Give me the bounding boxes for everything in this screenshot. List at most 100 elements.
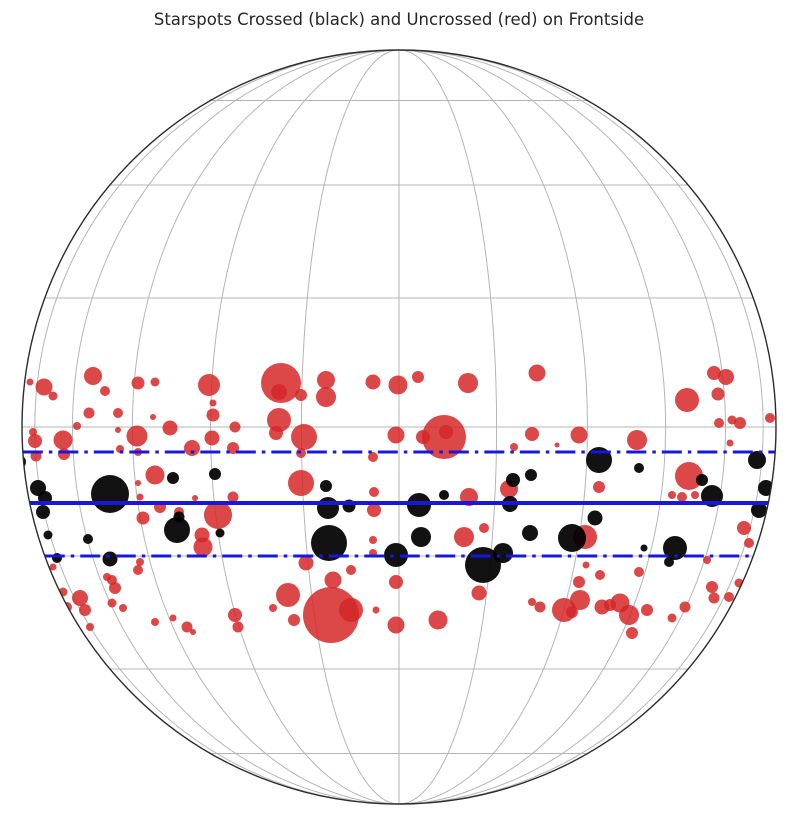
- uncrossed-starspot: [439, 425, 453, 439]
- crossed-starspot: [384, 543, 408, 567]
- uncrossed-starspot: [276, 583, 300, 607]
- uncrossed-starspot: [288, 470, 314, 496]
- uncrossed-starspot: [765, 413, 775, 423]
- uncrossed-starspot: [204, 501, 232, 529]
- uncrossed-starspot: [389, 575, 403, 589]
- uncrossed-starspot: [714, 418, 724, 428]
- uncrossed-starspot: [316, 387, 336, 407]
- crossed-starspot: [209, 468, 221, 480]
- crossed-starspot: [43, 530, 53, 540]
- uncrossed-starspot: [107, 598, 117, 608]
- uncrossed-starspot: [53, 430, 73, 450]
- longitude-line: [34, 50, 764, 804]
- uncrossed-starspot: [131, 376, 145, 390]
- uncrossed-starspot: [109, 582, 121, 594]
- uncrossed-starspot: [151, 618, 159, 626]
- crossed-starspot: [506, 473, 520, 487]
- crossed-starspot: [664, 557, 674, 567]
- uncrossed-starspot: [534, 601, 546, 613]
- uncrossed-starspot: [528, 598, 536, 606]
- crossed-starspot: [91, 475, 129, 513]
- stellar-disk-outline: [21, 49, 777, 805]
- uncrossed-starspot: [339, 598, 363, 622]
- crossed-starspot: [634, 463, 644, 473]
- uncrossed-starspot: [136, 511, 150, 525]
- crossed-starspot: [311, 525, 347, 561]
- uncrossed-starspot: [471, 585, 487, 601]
- uncrossed-starspot: [365, 374, 381, 390]
- uncrossed-starspot: [193, 537, 213, 557]
- uncrossed-starspot: [169, 614, 177, 622]
- uncrossed-starspot: [570, 590, 590, 610]
- uncrossed-starspot: [707, 366, 721, 380]
- uncrossed-starspot: [744, 538, 754, 548]
- crossed-starspot: [696, 474, 708, 486]
- uncrossed-starspots-series: [24, 363, 775, 643]
- uncrossed-starspot: [675, 462, 703, 490]
- uncrossed-starspot: [271, 384, 287, 400]
- uncrossed-starspot: [269, 604, 277, 612]
- crossed-starspot: [663, 536, 687, 560]
- uncrossed-starspot: [595, 570, 605, 580]
- uncrossed-starspot: [346, 565, 356, 575]
- crossed-starspot: [36, 505, 50, 519]
- uncrossed-starspot: [228, 608, 242, 622]
- uncrossed-starspot: [479, 523, 489, 533]
- uncrossed-starspot: [35, 378, 53, 396]
- crossed-starspot: [215, 528, 225, 538]
- uncrossed-starspot: [126, 425, 148, 447]
- uncrossed-starspot: [627, 430, 647, 450]
- uncrossed-starspot: [634, 567, 644, 577]
- uncrossed-starspot: [227, 491, 239, 503]
- uncrossed-starspot: [150, 377, 160, 387]
- crossed-starspots-series: [22, 447, 774, 583]
- uncrossed-starspot: [181, 621, 193, 633]
- uncrossed-starspot: [229, 421, 241, 433]
- uncrossed-starspot: [582, 561, 590, 569]
- uncrossed-starspot: [317, 371, 335, 389]
- uncrossed-starspot: [368, 452, 378, 462]
- uncrossed-starspot: [26, 378, 34, 386]
- uncrossed-starspot: [119, 604, 127, 612]
- uncrossed-starspot: [72, 590, 88, 606]
- uncrossed-starspot: [204, 430, 220, 446]
- uncrossed-starspot: [428, 610, 448, 630]
- uncrossed-starspot: [133, 565, 143, 575]
- crossed-starspot: [102, 551, 118, 567]
- uncrossed-starspot: [28, 434, 42, 448]
- uncrossed-starspot: [198, 374, 220, 396]
- uncrossed-starspot: [679, 601, 691, 613]
- uncrossed-starspot: [115, 427, 121, 433]
- uncrossed-starspot: [206, 408, 220, 422]
- uncrossed-starspot: [83, 407, 95, 419]
- uncrossed-starspot: [291, 424, 317, 450]
- uncrossed-starspot: [528, 364, 546, 382]
- uncrossed-starspot: [734, 417, 746, 429]
- uncrossed-starspot: [593, 481, 605, 493]
- chart-title: Starspots Crossed (black) and Uncrossed …: [153, 10, 645, 29]
- uncrossed-starspot: [232, 621, 244, 633]
- uncrossed-starspot: [706, 581, 718, 593]
- uncrossed-starspot: [136, 558, 144, 566]
- uncrossed-starspot: [668, 491, 676, 499]
- crossed-starspot: [164, 517, 190, 543]
- uncrossed-starspot: [525, 427, 539, 441]
- uncrossed-starspot: [708, 592, 720, 604]
- uncrossed-starspot: [554, 442, 560, 448]
- uncrossed-starspot: [369, 487, 379, 497]
- uncrossed-starspot: [677, 492, 687, 502]
- uncrossed-starspot: [510, 443, 518, 451]
- uncrossed-starspot: [24, 519, 32, 527]
- uncrossed-starspot: [703, 556, 711, 564]
- crossed-starspot: [748, 451, 766, 469]
- uncrossed-starspot: [150, 414, 156, 420]
- uncrossed-starspot: [691, 491, 699, 499]
- crossed-starspot: [751, 502, 767, 518]
- crossed-starspot: [22, 470, 23, 482]
- uncrossed-starspot: [184, 440, 200, 456]
- uncrossed-starspot: [372, 606, 380, 614]
- longitude-line: [72, 50, 726, 804]
- uncrossed-starspot: [190, 629, 196, 635]
- uncrossed-starspot: [726, 439, 734, 447]
- uncrossed-starspot: [267, 408, 291, 432]
